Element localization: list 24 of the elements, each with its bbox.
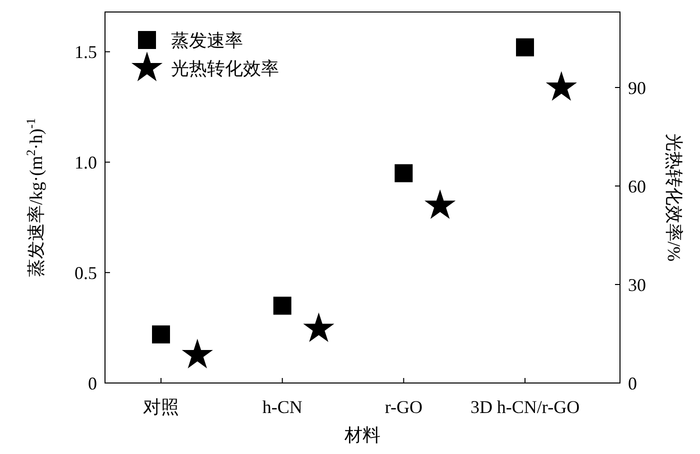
x-tick-label: 对照 (143, 397, 179, 417)
x-tick-label: 3D h-CN/r-GO (470, 397, 580, 417)
x-tick-label: r-GO (384, 397, 422, 417)
y-tick-label: 0 (88, 373, 97, 394)
point (152, 325, 170, 344)
point (424, 189, 456, 219)
point (303, 312, 334, 342)
y-tick-label: 1.0 (74, 152, 97, 172)
point (516, 38, 534, 56)
y2-axis-title: 光热转化效率/% (664, 134, 684, 262)
x-axis-title: 材料 (344, 425, 380, 445)
y2-tick-label: 0 (628, 373, 637, 394)
y-tick-label: 0.5 (74, 262, 97, 283)
y2-tick-label: 60 (628, 176, 646, 196)
y2-tick-label: 90 (628, 78, 646, 98)
legend-label: 光热转化效率 (171, 58, 279, 78)
point (182, 338, 213, 368)
point (546, 71, 577, 101)
point (394, 164, 413, 182)
y2-tick-label: 30 (628, 274, 646, 295)
legend-label: 蒸发速率 (171, 30, 243, 50)
y-tick-label: 1.5 (74, 42, 97, 62)
point (273, 296, 292, 315)
x-tick-label: h-CN (262, 397, 302, 417)
